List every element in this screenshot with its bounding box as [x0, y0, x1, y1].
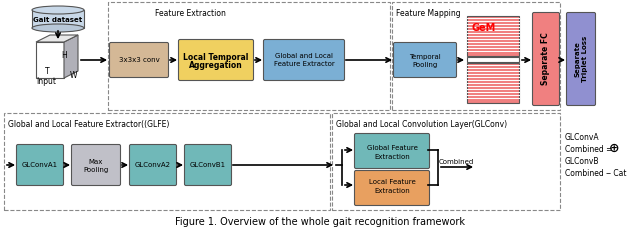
Text: Extraction: Extraction — [374, 188, 410, 194]
Text: ⊕: ⊕ — [609, 142, 620, 155]
Text: Feature Extraction: Feature Extraction — [155, 9, 226, 18]
Text: Local Temporal: Local Temporal — [183, 52, 249, 62]
Text: Global and Local Convolution Layer(GLConv): Global and Local Convolution Layer(GLCon… — [336, 120, 507, 129]
Text: Pooling: Pooling — [83, 167, 109, 173]
Text: Pooling: Pooling — [412, 62, 438, 68]
Bar — [467, 63, 519, 103]
Bar — [32, 10, 84, 28]
Text: Feature Extractor: Feature Extractor — [274, 61, 334, 67]
Text: GeM: GeM — [472, 23, 496, 33]
Text: Global and Local: Global and Local — [275, 53, 333, 59]
Text: Temporal: Temporal — [409, 54, 441, 60]
Text: T: T — [45, 68, 49, 76]
FancyBboxPatch shape — [184, 144, 232, 185]
Ellipse shape — [32, 6, 84, 14]
Text: Input: Input — [36, 77, 56, 87]
FancyBboxPatch shape — [109, 43, 168, 77]
Text: Figure 1. Overview of the whole gait recognition framework: Figure 1. Overview of the whole gait rec… — [175, 217, 465, 227]
Text: GLConvB1: GLConvB1 — [190, 162, 226, 168]
Text: Extraction: Extraction — [374, 154, 410, 160]
Text: 3x3x3 conv: 3x3x3 conv — [118, 57, 159, 63]
Text: Combined =: Combined = — [565, 145, 615, 154]
Text: Separate FC: Separate FC — [541, 33, 550, 85]
Ellipse shape — [32, 24, 84, 32]
Bar — [332, 113, 560, 210]
FancyBboxPatch shape — [264, 39, 344, 81]
FancyBboxPatch shape — [394, 43, 456, 77]
Text: GLConvA2: GLConvA2 — [135, 162, 171, 168]
Bar — [467, 57, 519, 62]
Text: Combined: Combined — [438, 159, 474, 165]
Bar — [4, 113, 330, 210]
Bar — [36, 42, 64, 78]
Text: Max: Max — [89, 159, 103, 165]
Text: Local Feature: Local Feature — [369, 179, 415, 185]
FancyBboxPatch shape — [566, 13, 595, 106]
Bar — [108, 2, 390, 110]
FancyBboxPatch shape — [355, 134, 429, 169]
FancyBboxPatch shape — [72, 144, 120, 185]
FancyBboxPatch shape — [532, 13, 559, 106]
FancyBboxPatch shape — [17, 144, 63, 185]
Bar — [467, 16, 519, 56]
Text: GLConvA1: GLConvA1 — [22, 162, 58, 168]
Text: Combined ‒ Cat: Combined ‒ Cat — [565, 169, 627, 178]
FancyBboxPatch shape — [355, 171, 429, 205]
Text: Global Feature: Global Feature — [367, 145, 417, 151]
Polygon shape — [36, 35, 78, 42]
Text: H: H — [61, 52, 67, 60]
Bar — [392, 2, 560, 110]
Text: Separate
Triplet Loss: Separate Triplet Loss — [575, 36, 588, 82]
Text: W: W — [69, 71, 77, 81]
Text: Global and Local Feature Extractor((GLFE): Global and Local Feature Extractor((GLFE… — [8, 120, 170, 129]
Text: Aggregation: Aggregation — [189, 62, 243, 71]
Text: Gait dataset: Gait dataset — [33, 17, 83, 23]
FancyBboxPatch shape — [179, 39, 253, 81]
Polygon shape — [64, 35, 78, 78]
Text: Feature Mapping: Feature Mapping — [396, 9, 461, 18]
FancyBboxPatch shape — [129, 144, 177, 185]
Text: GLConvA: GLConvA — [565, 133, 600, 142]
Text: GLConvB: GLConvB — [565, 157, 600, 166]
